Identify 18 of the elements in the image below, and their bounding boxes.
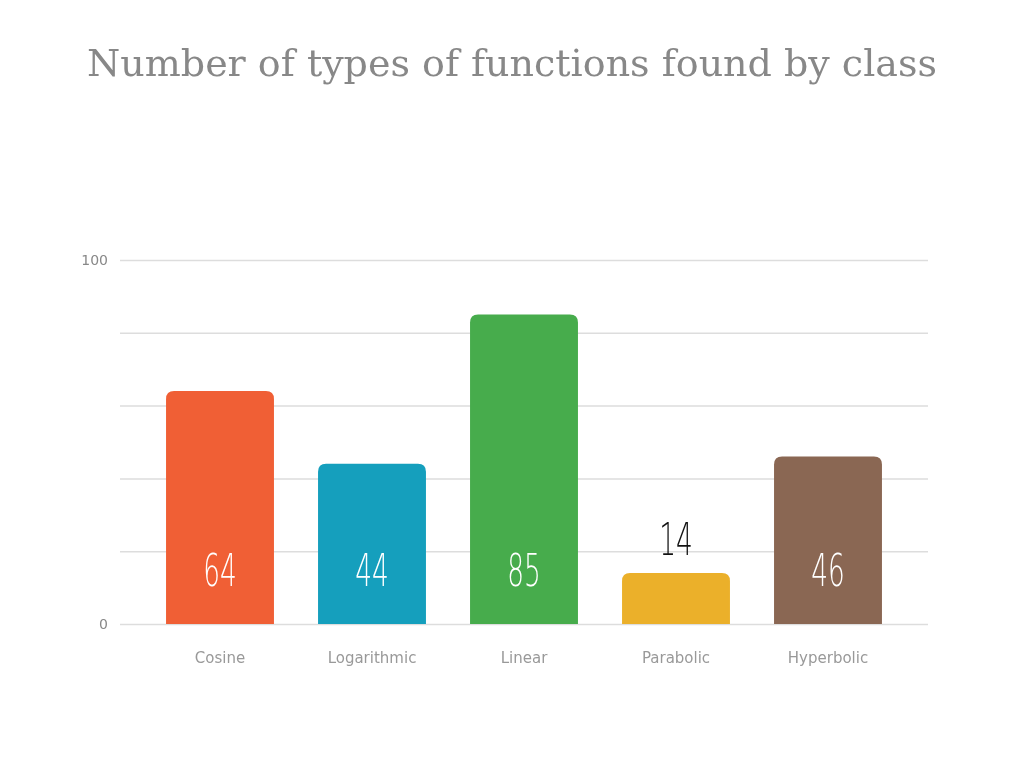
data-label: 85 <box>507 544 541 597</box>
x-tick-label: Parabolic <box>641 648 711 667</box>
bar <box>774 456 882 624</box>
x-tick-label: Logarithmic <box>327 648 417 667</box>
data-label: 14 <box>659 513 693 566</box>
bar <box>470 314 578 624</box>
bar <box>166 391 274 624</box>
y-tick-label: 0 <box>99 615 108 632</box>
data-label: 44 <box>355 544 389 597</box>
bar <box>622 573 730 624</box>
bar <box>318 463 426 624</box>
data-label: 46 <box>811 544 845 597</box>
x-tick-label: Hyperbolic <box>787 648 869 667</box>
x-tick-label: Cosine <box>194 648 246 667</box>
x-tick-label: Linear <box>500 648 549 667</box>
y-tick-label: 100 <box>81 251 108 268</box>
chart-title: Number of types of functions found by class <box>87 41 937 85</box>
data-label: 64 <box>203 544 237 597</box>
